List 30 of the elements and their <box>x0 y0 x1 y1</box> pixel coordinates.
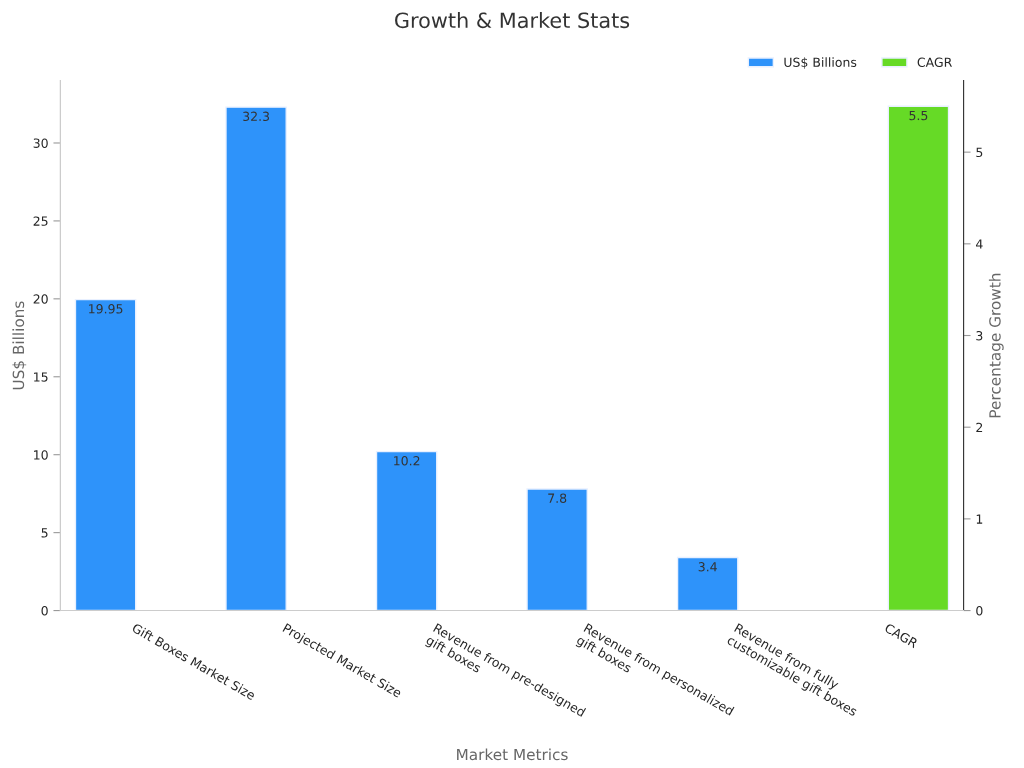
legend-label: US$ Billions <box>784 57 857 69</box>
data-label: 5.5 <box>909 110 928 121</box>
y-tick-label: 15 <box>34 372 48 382</box>
y2-tick-label: 5 <box>976 147 983 158</box>
bar <box>676 556 739 611</box>
y2-tick-label: 2 <box>976 422 983 432</box>
legend-label: CAGR <box>917 57 952 67</box>
data-label: 7.8 <box>548 493 567 503</box>
bar <box>526 488 588 611</box>
y-axis-title: US$ Billions <box>12 301 27 390</box>
y-tick-label: 5 <box>41 528 48 538</box>
data-label: 32.3 <box>243 111 270 122</box>
bar <box>225 106 287 611</box>
y2-tick-label: 4 <box>976 239 983 249</box>
data-label: 10.2 <box>394 456 420 466</box>
x-axis-title: Market Metrics <box>457 748 568 761</box>
data-label: 19.95 <box>89 304 123 314</box>
bar <box>375 450 438 611</box>
y-tick-label: 30 <box>33 138 48 148</box>
y2-tick-label: 0 <box>976 606 983 616</box>
y-tick-label: 20 <box>33 294 48 304</box>
y2-tick-label: 3 <box>976 330 983 341</box>
y2-axis-title: Percentage Growth <box>988 273 1004 418</box>
data-label: 3.4 <box>698 562 717 572</box>
y-tick-label: 10 <box>34 450 48 460</box>
y2-tick-label: 1 <box>976 514 983 524</box>
y-tick-label: 25 <box>33 216 48 226</box>
y-tick-label: 0 <box>41 606 48 616</box>
bar <box>74 298 137 611</box>
chart-title: Growth & Market Stats <box>395 12 630 29</box>
